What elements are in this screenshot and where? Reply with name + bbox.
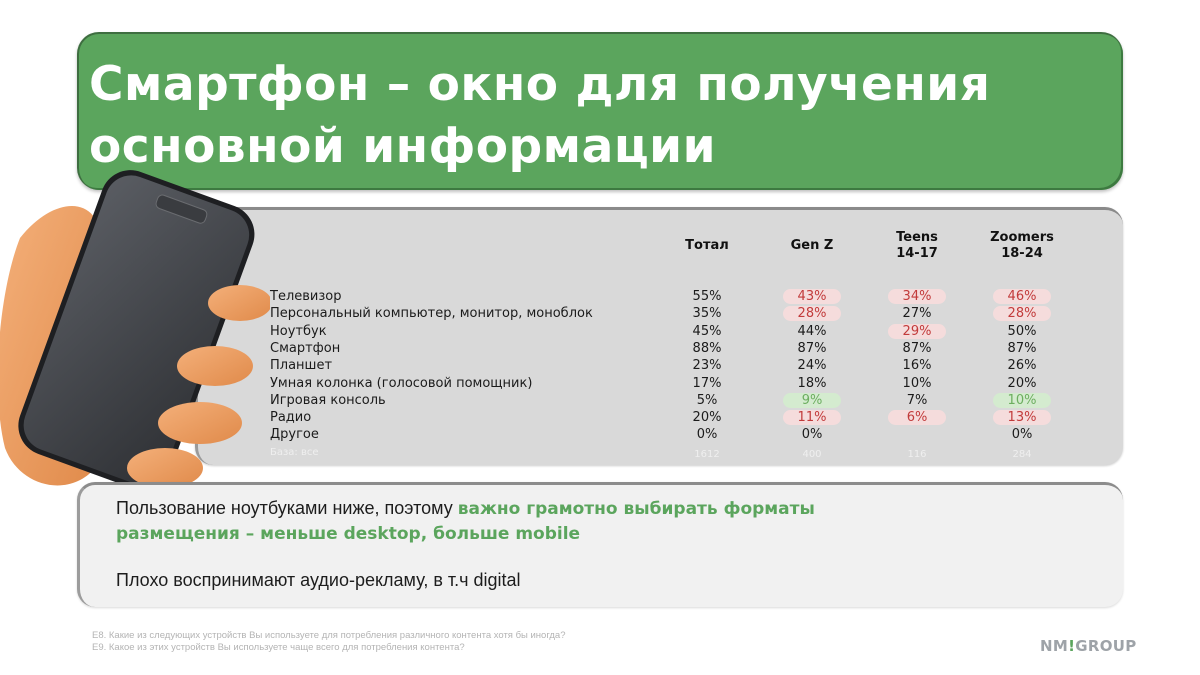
table-cell: 20% bbox=[1007, 375, 1037, 391]
hand-holding-smartphone-icon bbox=[0, 170, 270, 490]
column-header-sublabel: 14-17 bbox=[896, 246, 938, 261]
base-total: 1612 bbox=[694, 449, 720, 460]
table-row-label: Игровая консоль bbox=[270, 392, 386, 408]
table-cell: 6% bbox=[888, 410, 946, 426]
table-cell bbox=[888, 427, 946, 442]
base-genz: 400 bbox=[802, 449, 822, 460]
insight-text: Пользование ноутбуками ниже, поэтому bbox=[116, 498, 458, 518]
table-cell: 46% bbox=[993, 289, 1051, 304]
base-label: База: все bbox=[270, 447, 319, 458]
table-cell: 18% bbox=[797, 375, 827, 391]
table-cell: 87% bbox=[797, 340, 827, 356]
column-header-zoomers: Zoomers 18-24 bbox=[982, 230, 1062, 262]
table-cell: 0% bbox=[1011, 427, 1033, 443]
table-cell: 55% bbox=[692, 289, 722, 304]
base-zoomers: 284 bbox=[1012, 449, 1032, 460]
table-cell: 9% bbox=[783, 392, 841, 408]
table-cell: 0% bbox=[696, 427, 718, 443]
table-cell: 10% bbox=[993, 392, 1051, 408]
logo-part-2: GROUP bbox=[1075, 637, 1137, 655]
column-header-genz: Gen Z bbox=[777, 238, 847, 254]
table-cell: 16% bbox=[902, 358, 932, 374]
table-cell: 11% bbox=[783, 410, 841, 426]
insight-line-3: Плохо воспринимают аудио-рекламу, в т.ч … bbox=[116, 570, 521, 590]
table-cell: 50% bbox=[1007, 323, 1037, 339]
table-cell: 28% bbox=[783, 306, 841, 322]
insight-line-1: Пользование ноутбуками ниже, поэтому важ… bbox=[116, 496, 815, 522]
table-cell: 29% bbox=[888, 323, 946, 339]
table-cell: 43% bbox=[783, 289, 841, 304]
table-cell: 10% bbox=[902, 375, 932, 391]
table-row-label: Другое bbox=[270, 427, 319, 443]
table-cell: 87% bbox=[1007, 340, 1037, 356]
table-cell: 34% bbox=[888, 289, 946, 304]
page-title: Смартфон – окно для получения основной и… bbox=[89, 54, 1129, 178]
nmgroup-logo: NM!GROUP bbox=[1040, 637, 1137, 655]
table-row-label: Смартфон bbox=[270, 340, 341, 356]
column-header-sublabel: 18-24 bbox=[1001, 246, 1043, 261]
insights-panel bbox=[77, 482, 1123, 607]
title-banner: Смартфон – окно для получения основной и… bbox=[77, 32, 1123, 190]
table-row-label: Умная колонка (голосовой помощник) bbox=[270, 375, 533, 391]
footnote-e9: E9. Какое из этих устройств Вы используе… bbox=[92, 642, 465, 653]
table-cell: 7% bbox=[906, 392, 928, 408]
logo-part-1: NM bbox=[1040, 637, 1069, 655]
insight-line-2: размещения – меньше desktop, больше mobi… bbox=[116, 521, 580, 547]
column-header-label: Zoomers bbox=[990, 230, 1054, 245]
table-cell: 35% bbox=[692, 306, 722, 322]
table-row-label: Радио bbox=[270, 410, 312, 426]
base-teens: 116 bbox=[907, 449, 927, 460]
insight-highlight: важно грамотно выбирать форматы bbox=[457, 499, 815, 519]
column-header-label: Teens bbox=[896, 230, 938, 245]
table-cell: 0% bbox=[801, 427, 823, 443]
title-line-2: основной информации bbox=[89, 119, 717, 174]
logo-accent: ! bbox=[1068, 637, 1076, 655]
table-cell: 88% bbox=[692, 340, 722, 356]
table-cell: 87% bbox=[902, 340, 932, 356]
table-cell: 17% bbox=[692, 375, 722, 391]
table-row-label: Ноутбук bbox=[270, 323, 327, 339]
table-row-label: Персональный компьютер, монитор, монобло… bbox=[270, 306, 593, 322]
table-cell: 20% bbox=[692, 410, 722, 426]
table-cell: 26% bbox=[1007, 358, 1037, 374]
column-header-total: Тотал bbox=[672, 238, 742, 254]
table-cell: 45% bbox=[692, 323, 722, 339]
column-header-label: Тотал bbox=[685, 238, 729, 253]
table-cell: 27% bbox=[902, 306, 932, 322]
data-table-panel bbox=[195, 207, 1123, 465]
table-cell: 44% bbox=[797, 323, 827, 339]
table-row-label: Телевизор bbox=[270, 289, 342, 304]
column-header-teens: Teens 14-17 bbox=[882, 230, 952, 262]
insight-highlight: размещения – меньше desktop, больше mobi… bbox=[116, 524, 581, 544]
table-cell: 13% bbox=[993, 410, 1051, 426]
table-cell: 5% bbox=[696, 392, 718, 408]
title-line-1: Смартфон – окно для получения bbox=[89, 57, 991, 112]
footnote-e8: E8. Какие из следующих устройств Вы испо… bbox=[92, 630, 566, 641]
table-cell: 28% bbox=[993, 306, 1051, 322]
table-row-label: Планшет bbox=[270, 358, 333, 374]
column-header-label: Gen Z bbox=[790, 238, 834, 253]
table-cell: 23% bbox=[692, 358, 722, 374]
table-cell: 24% bbox=[797, 358, 827, 374]
